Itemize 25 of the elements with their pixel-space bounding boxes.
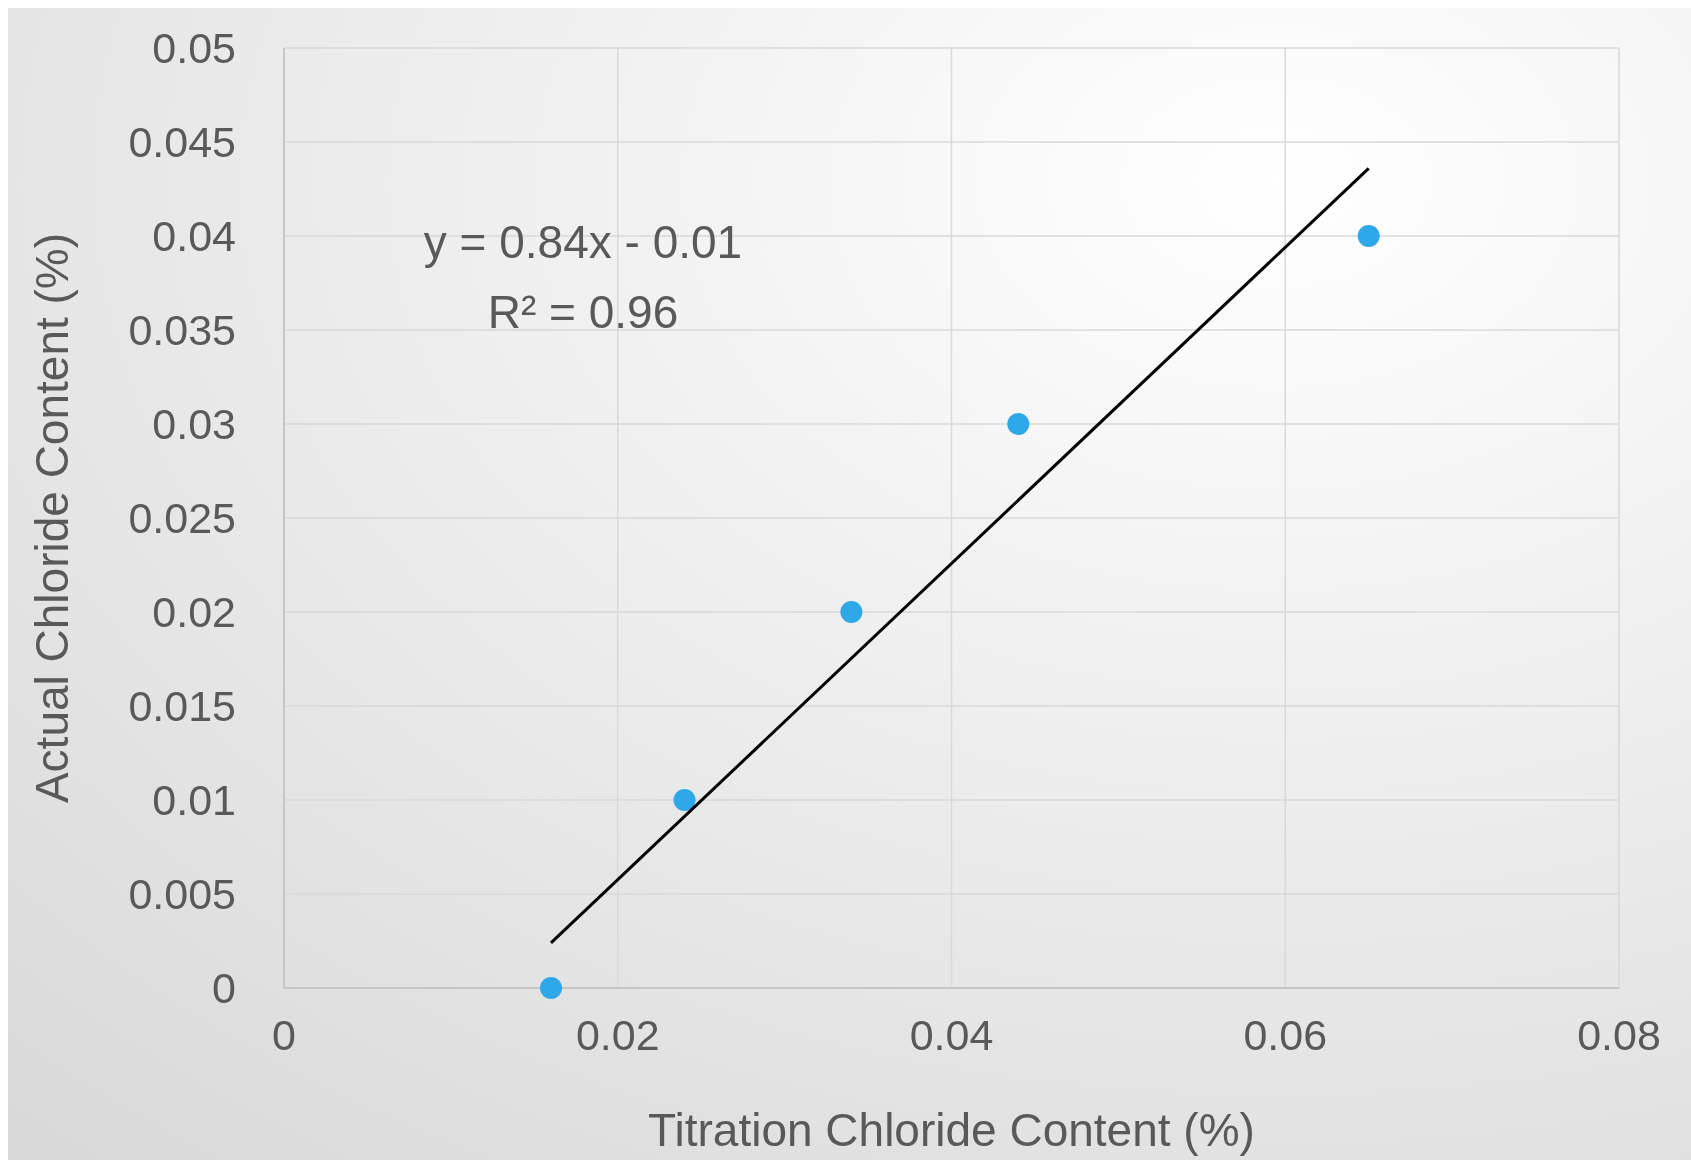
point (673, 789, 696, 811)
x-tick-label: 0.02 (575, 1011, 660, 1059)
x-tick-label: 0.08 (1577, 1011, 1661, 1059)
y-tick-label: 0.04 (152, 212, 236, 260)
y-tick-label: 0.01 (152, 776, 236, 824)
y-axis-title: Actual Chloride Content (%) (26, 232, 78, 804)
y-tick-label: 0.035 (128, 306, 236, 354)
x-tick-label: 0.04 (909, 1011, 994, 1059)
x-tick-label: 0 (272, 1011, 296, 1059)
point (1357, 225, 1380, 247)
point (540, 977, 562, 999)
y-tick-label: 0.005 (128, 870, 236, 918)
y-tick-label: 0.015 (128, 682, 236, 730)
y-tick-label: 0 (212, 964, 236, 1012)
x-axis-title: Titration Chloride Content (%) (648, 1104, 1255, 1156)
annotation: R² = 0.96 (487, 286, 679, 338)
y-tick-label: 0.03 (152, 400, 236, 448)
y-tick-label: 0.02 (152, 588, 236, 636)
point (1007, 413, 1030, 435)
annotation: y = 0.84x - 0.01 (423, 216, 743, 268)
y-tick-label: 0.045 (128, 118, 236, 166)
point (840, 601, 863, 623)
x-tick-label: 0.06 (1243, 1011, 1328, 1059)
y-tick-label: 0.025 (128, 494, 236, 542)
y-tick-label: 0.05 (152, 24, 236, 72)
